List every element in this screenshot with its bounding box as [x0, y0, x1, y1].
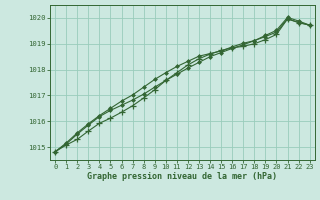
X-axis label: Graphe pression niveau de la mer (hPa): Graphe pression niveau de la mer (hPa): [87, 172, 277, 181]
